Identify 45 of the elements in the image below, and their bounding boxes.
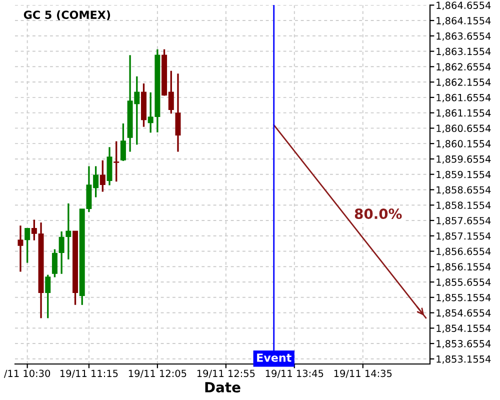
- y-tick-label: 1,861.6554: [436, 94, 491, 102]
- y-tick-label: 1,862.6554: [436, 63, 491, 72]
- candlestick: [175, 72, 181, 153]
- annotation: 80.0%: [354, 208, 402, 220]
- candlestick: [18, 224, 24, 273]
- y-tick-label: 1,857.1554: [436, 232, 491, 241]
- y-tick-label: 1,861.1554: [436, 109, 491, 118]
- y-tick-label: 1,864.6554: [436, 2, 491, 10]
- ref-line-label: Event: [257, 354, 292, 362]
- y-tick-label: 1,860.1554: [436, 140, 491, 148]
- x-tick-label: 19/11 12:55: [197, 370, 255, 378]
- y-tick-label: 1,856.1554: [436, 263, 491, 272]
- y-tick-label: 1,856.6554: [436, 248, 491, 256]
- candlestick: [120, 122, 126, 162]
- y-tick-label: 1,853.1554: [436, 355, 491, 364]
- y-tick-label: 1,859.1554: [436, 170, 491, 180]
- y-tick-label: 1,855.6554: [436, 278, 491, 287]
- x-tick-label: /11 10:30: [4, 370, 50, 378]
- candlestick: [24, 228, 30, 264]
- y-tick-label: 1,853.6554: [436, 340, 491, 348]
- y-tick-label: 1,854.6554: [436, 309, 491, 318]
- y-tick-label: 1,863.6554: [436, 32, 491, 41]
- y-tick-label: 1,858.1554: [436, 202, 491, 210]
- y-tick-label: 1,859.6554: [436, 155, 491, 164]
- candlestick: [114, 140, 120, 182]
- y-tick-label: 1,863.1554: [436, 48, 491, 56]
- candlestick: [100, 160, 106, 193]
- y-tick-label: 1,855.1554: [436, 294, 491, 302]
- x-tick-label: 19/11 11:15: [60, 370, 118, 378]
- candlestick: [52, 248, 58, 278]
- x-tick-label: 19/11 12:05: [128, 370, 186, 378]
- y-tick-label: 1,864.1554: [436, 17, 491, 26]
- x-axis-title: Date: [205, 382, 240, 392]
- candlestick: [58, 230, 64, 275]
- x-tick-label: 19/11 13:45: [266, 370, 324, 378]
- y-tick-label: 1,858.6554: [436, 186, 491, 195]
- candlestick: [66, 202, 72, 260]
- y-tick-label: 1,854.1554: [436, 324, 491, 333]
- y-tick-label: 1,860.6554: [436, 124, 491, 134]
- candlestick: [106, 146, 112, 186]
- y-tick-label: 1,862.1554: [436, 78, 491, 87]
- candlestick: [45, 274, 51, 319]
- y-tick-label: 1,857.6554: [436, 216, 491, 226]
- chart-title: GC 5 (COMEX): [24, 10, 110, 20]
- x-tick-label: 19/11 14:35: [334, 370, 392, 378]
